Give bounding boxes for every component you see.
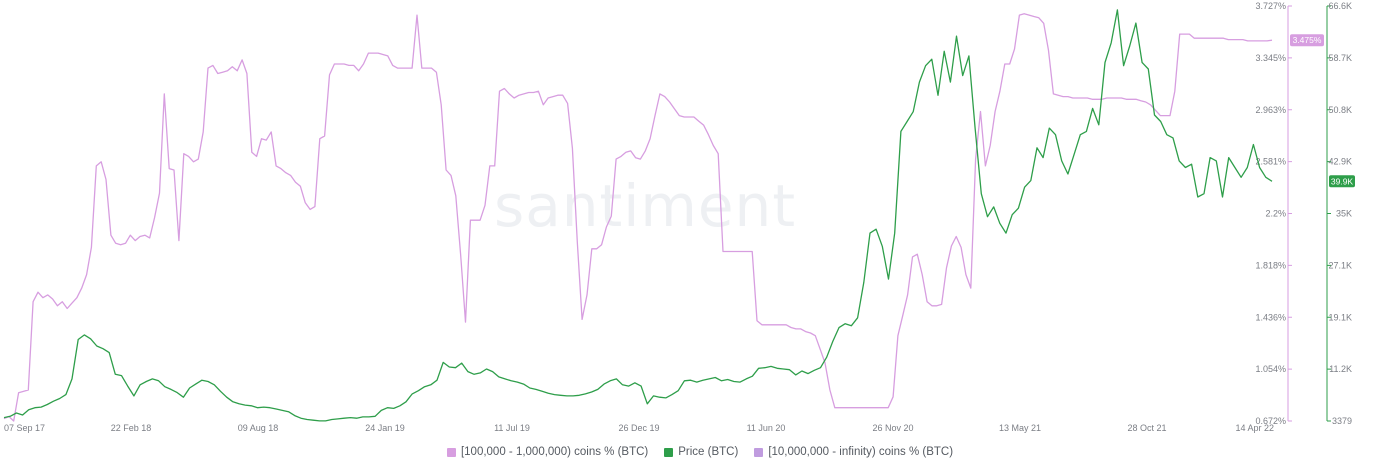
x-tick-11-jul-19-4: 11 Jul 19 [494,423,530,433]
x-tick-28-oct-21-9: 28 Oct 21 [1127,423,1166,433]
value-badge-bg-1 [1329,175,1355,188]
value-badge-0: 3.475% [1293,35,1322,45]
left-tick-3-727-8: 3.727% [1255,1,1286,11]
legend: [100,000 - 1,000,000) coins % (BTC) Pric… [0,446,1400,458]
right-tick-27-1k-3: 27.1K [1328,260,1352,270]
legend-swatch-whales [754,447,764,457]
right-tick-3379-0: 3379 [1332,416,1352,426]
x-tick-26-dec-19-5: 26 Dec 19 [618,423,659,433]
legend-swatch-price [664,447,674,457]
legend-item-whales[interactable]: [10,000,000 - infinity) coins % (BTC) [754,446,953,458]
value-badge-1: 39.9K [1331,176,1354,186]
right-tick-58-7k-7: 58.7K [1328,53,1352,63]
right-tick-35k-4: 35K [1336,209,1352,219]
legend-label-whales: [10,000,000 - infinity) coins % (BTC) [768,446,954,458]
left-tick-3-345-7: 3.345% [1255,53,1286,63]
left-tick-1-054-1: 1.054% [1255,364,1286,374]
last-value-badges: 3.475% 39.9K [1290,34,1355,188]
legend-item-mid-holders[interactable]: [100,000 - 1,000,000) coins % (BTC) [446,446,649,458]
series-line-100-000-1-000-000-coins-btc-0 [3,13,1273,422]
x-tick-26-nov-20-7: 26 Nov 20 [872,423,913,433]
watermark: santiment [494,172,796,240]
x-tick-07-sep-17-0: 07 Sep 17 [4,423,45,433]
value-badge-bg-0 [1290,34,1324,47]
left-tick-2-963-6: 2.963% [1255,105,1286,115]
right-tick-50-8k-6: 50.8K [1328,105,1352,115]
series-layer [3,9,1273,422]
left-tick-2-581-5: 2.581% [1255,157,1286,167]
x-tick-22-feb-18-1: 22 Feb 18 [111,423,152,433]
x-tick-13-may-21-8: 13 May 21 [999,423,1041,433]
right-tick-19-1k-2: 19.1K [1328,312,1352,322]
right-tick-42-9k-5: 42.9K [1328,157,1352,167]
right-tick-11-2k-1: 11.2K [1329,364,1352,374]
left-tick-1-818-3: 1.818% [1255,260,1286,270]
right-tick-66-6k-8: 66.6K [1328,1,1352,11]
left-tick-0-672-0: 0.672% [1255,416,1286,426]
x-tick-11-jun-20-6: 11 Jun 20 [747,423,786,433]
legend-item-price[interactable]: Price (BTC) [664,446,738,458]
series-line-price-btc-1 [3,9,1273,422]
right-axis: 3379 11.2K 19.1K 27.1K 35K 42.9K 50.8K 58.7K 66.… [1327,1,1352,426]
left-axis: 0.672% 1.054% 1.436% 1.818% 2.2% 2.581% 2.963%… [1255,1,1292,426]
legend-swatch-mid-holders [446,447,456,457]
x-axis: 07 Sep 17 22 Feb 18 09 Aug 18 24 Jan 19 11 J… [4,423,1274,433]
left-tick-1-436-2: 1.436% [1255,312,1286,322]
x-tick-24-jan-19-3: 24 Jan 19 [365,423,405,433]
legend-label-mid-holders: [100,000 - 1,000,000) coins % (BTC) [460,446,649,458]
left-tick-2-2-4: 2.2% [1265,209,1286,219]
x-tick-09-aug-18-2: 09 Aug 18 [238,423,279,433]
x-tick-14-apr-22-10: 14 Apr 22 [1235,423,1274,433]
legend-label-price: Price (BTC) [678,446,739,458]
